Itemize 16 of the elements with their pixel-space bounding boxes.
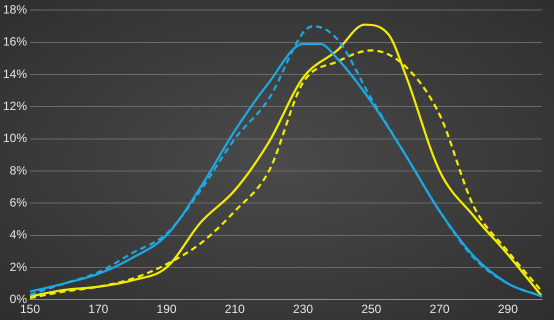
x-tick-label: 170 (88, 302, 109, 316)
y-tick-label: 2% (10, 260, 28, 274)
y-tick-label: 14% (2, 66, 28, 81)
x-tick-label: 230 (293, 302, 314, 316)
x-tick-label: 270 (430, 302, 450, 316)
x-tick-label: 250 (361, 302, 382, 316)
x-tick-label: 190 (156, 302, 177, 316)
y-tick-label: 4% (10, 228, 28, 242)
y-tick-label: 6% (10, 195, 28, 210)
y-tick-label: 18% (2, 2, 28, 17)
x-tick-label: 210 (224, 302, 246, 316)
x-tick-label: 290 (498, 302, 518, 316)
y-tick-label: 8% (10, 163, 28, 178)
y-tick-label: 10% (2, 131, 28, 146)
y-tick-label: 12% (2, 98, 28, 113)
y-tick-label: 16% (2, 34, 28, 49)
